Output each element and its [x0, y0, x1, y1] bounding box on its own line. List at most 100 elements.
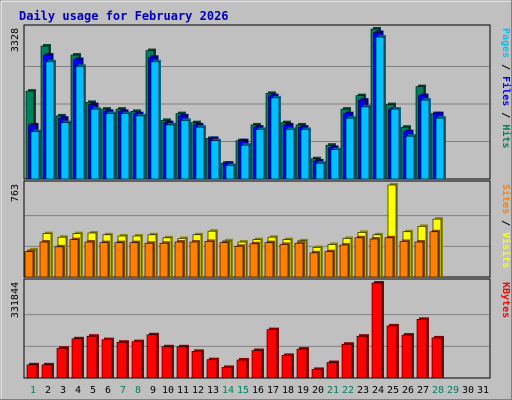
kbytes-bar-day-18-face	[281, 355, 293, 379]
pages-bar-day-7-face	[120, 113, 130, 180]
sites-bar-day-2-face	[39, 241, 49, 278]
sites-bar-day-13-face	[204, 241, 214, 278]
sites-bar-day-16-face	[249, 243, 259, 278]
sites-bar-day-25	[384, 235, 395, 278]
day-label-3: 3	[60, 385, 66, 396]
sites-bar-day-11	[174, 240, 185, 278]
day-label-8: 8	[135, 385, 141, 396]
kbytes-bar-day-9-face	[146, 334, 158, 379]
day-label-19: 19	[297, 385, 309, 396]
kbytes-bar-day-17	[266, 327, 279, 379]
kbytes-bar-day-17-face	[266, 329, 278, 379]
pages-bar-day-15-face	[240, 144, 250, 180]
kbytes-bar-day-12	[191, 349, 204, 379]
kbytes-bar-day-12-face	[191, 351, 203, 379]
sites-visits-bars	[24, 183, 443, 278]
legend-sites: Sites	[500, 184, 512, 214]
kbytes-bar-day-8-face	[131, 341, 143, 379]
sites-bar-day-24	[369, 237, 380, 278]
pages-bar-day-25	[390, 107, 401, 180]
pages-bar-day-2-face	[45, 61, 55, 180]
sites-visits-ymax-label: 763	[10, 184, 21, 202]
day-label-6: 6	[105, 385, 111, 396]
pages-bar-day-16-face	[255, 129, 265, 180]
pages-bar-day-2	[45, 59, 56, 180]
day-label-4: 4	[75, 385, 81, 396]
sites-bar-day-27	[414, 240, 425, 278]
kbytes-bar-day-15-face	[236, 359, 248, 379]
kbytes-bar-day-8	[131, 339, 144, 379]
kbytes-bars	[26, 281, 444, 379]
day-label-11: 11	[177, 385, 189, 396]
legend-visits: Visits	[500, 232, 512, 268]
sites-bar-day-3-face	[54, 246, 64, 278]
kbytes-bar-day-18	[281, 353, 294, 379]
pages-bar-day-5-face	[90, 108, 100, 180]
day-label-14: 14	[222, 385, 234, 396]
sites-visits-panel	[23, 180, 491, 278]
sites-bar-day-14	[219, 240, 230, 278]
sites-bar-day-7	[114, 240, 125, 278]
pages-bar-day-27-face	[420, 99, 430, 180]
pages-bar-day-4-face	[75, 66, 85, 180]
pages-bar-day-20-face	[315, 162, 325, 180]
sites-bar-day-23-face	[354, 237, 364, 278]
kbytes-bar-day-6-face	[101, 339, 113, 379]
pages-bar-day-26-face	[405, 135, 415, 180]
sites-bar-day-15-face	[234, 245, 244, 278]
day-label-17: 17	[267, 385, 279, 396]
pages-bar-day-9	[150, 59, 161, 180]
kbytes-bar-day-11	[176, 344, 189, 379]
sites-bar-day-25-face	[384, 237, 394, 278]
kbytes-bar-day-4	[71, 336, 84, 379]
pages-bar-day-3	[60, 120, 71, 180]
sites-bar-day-26-face	[399, 241, 409, 278]
pages-bar-day-15	[240, 143, 251, 180]
pages-bar-day-13-face	[210, 140, 220, 180]
kbytes-bar-day-13	[206, 357, 219, 379]
day-label-26: 26	[402, 385, 414, 396]
day-label-30: 30	[462, 385, 474, 396]
sites-bar-day-8-face	[129, 242, 139, 278]
pages-bar-day-4	[75, 64, 86, 180]
kbytes-bar-day-23	[356, 334, 369, 379]
sites-bar-day-26	[399, 239, 410, 278]
kbytes-bar-day-6	[101, 337, 114, 379]
sites-bar-day-14-face	[219, 242, 229, 278]
legend-files: Files	[500, 76, 512, 106]
pages-files-hits-ymax-label: 3328	[10, 28, 21, 52]
sites-bar-day-27-face	[414, 241, 424, 278]
sites-bar-day-5	[84, 240, 95, 278]
pages-bar-day-18-face	[285, 129, 295, 180]
day-label-23: 23	[357, 385, 369, 396]
pages-bar-day-27	[420, 98, 431, 180]
sites-bar-day-11-face	[174, 241, 184, 278]
legend-sep-3: /	[500, 214, 511, 232]
kbytes-bar-day-16-face	[251, 350, 263, 379]
kbytes-bar-day-26-face	[401, 334, 413, 379]
kbytes-bar-day-16	[251, 348, 264, 379]
day-label-20: 20	[312, 385, 324, 396]
day-label-16: 16	[252, 385, 264, 396]
pages-bar-day-18	[285, 127, 296, 180]
sites-bar-day-28-face	[429, 231, 439, 278]
sites-bar-day-6	[99, 240, 110, 278]
pages-bar-day-20	[315, 161, 326, 180]
day-label-2: 2	[45, 385, 51, 396]
kbytes-bar-day-14-face	[221, 367, 233, 379]
pages-bar-day-11-face	[180, 120, 190, 180]
day-label-29: 29	[447, 385, 459, 396]
pages-bar-day-6-face	[105, 113, 115, 180]
legend-pages-files-hits: Pages / Files / Hits	[500, 28, 512, 148]
day-label-12: 12	[192, 385, 204, 396]
pages-bar-day-22-face	[345, 117, 355, 180]
legend-sep-1: /	[500, 58, 511, 76]
kbytes-bar-day-20	[311, 367, 324, 379]
pages-bar-day-17-face	[270, 97, 280, 180]
sites-bar-day-8	[129, 240, 140, 278]
day-label-15: 15	[237, 385, 249, 396]
kbytes-bar-day-27-face	[416, 319, 428, 379]
kbytes-bar-day-15	[236, 357, 249, 379]
kbytes-bar-day-25	[386, 323, 399, 379]
